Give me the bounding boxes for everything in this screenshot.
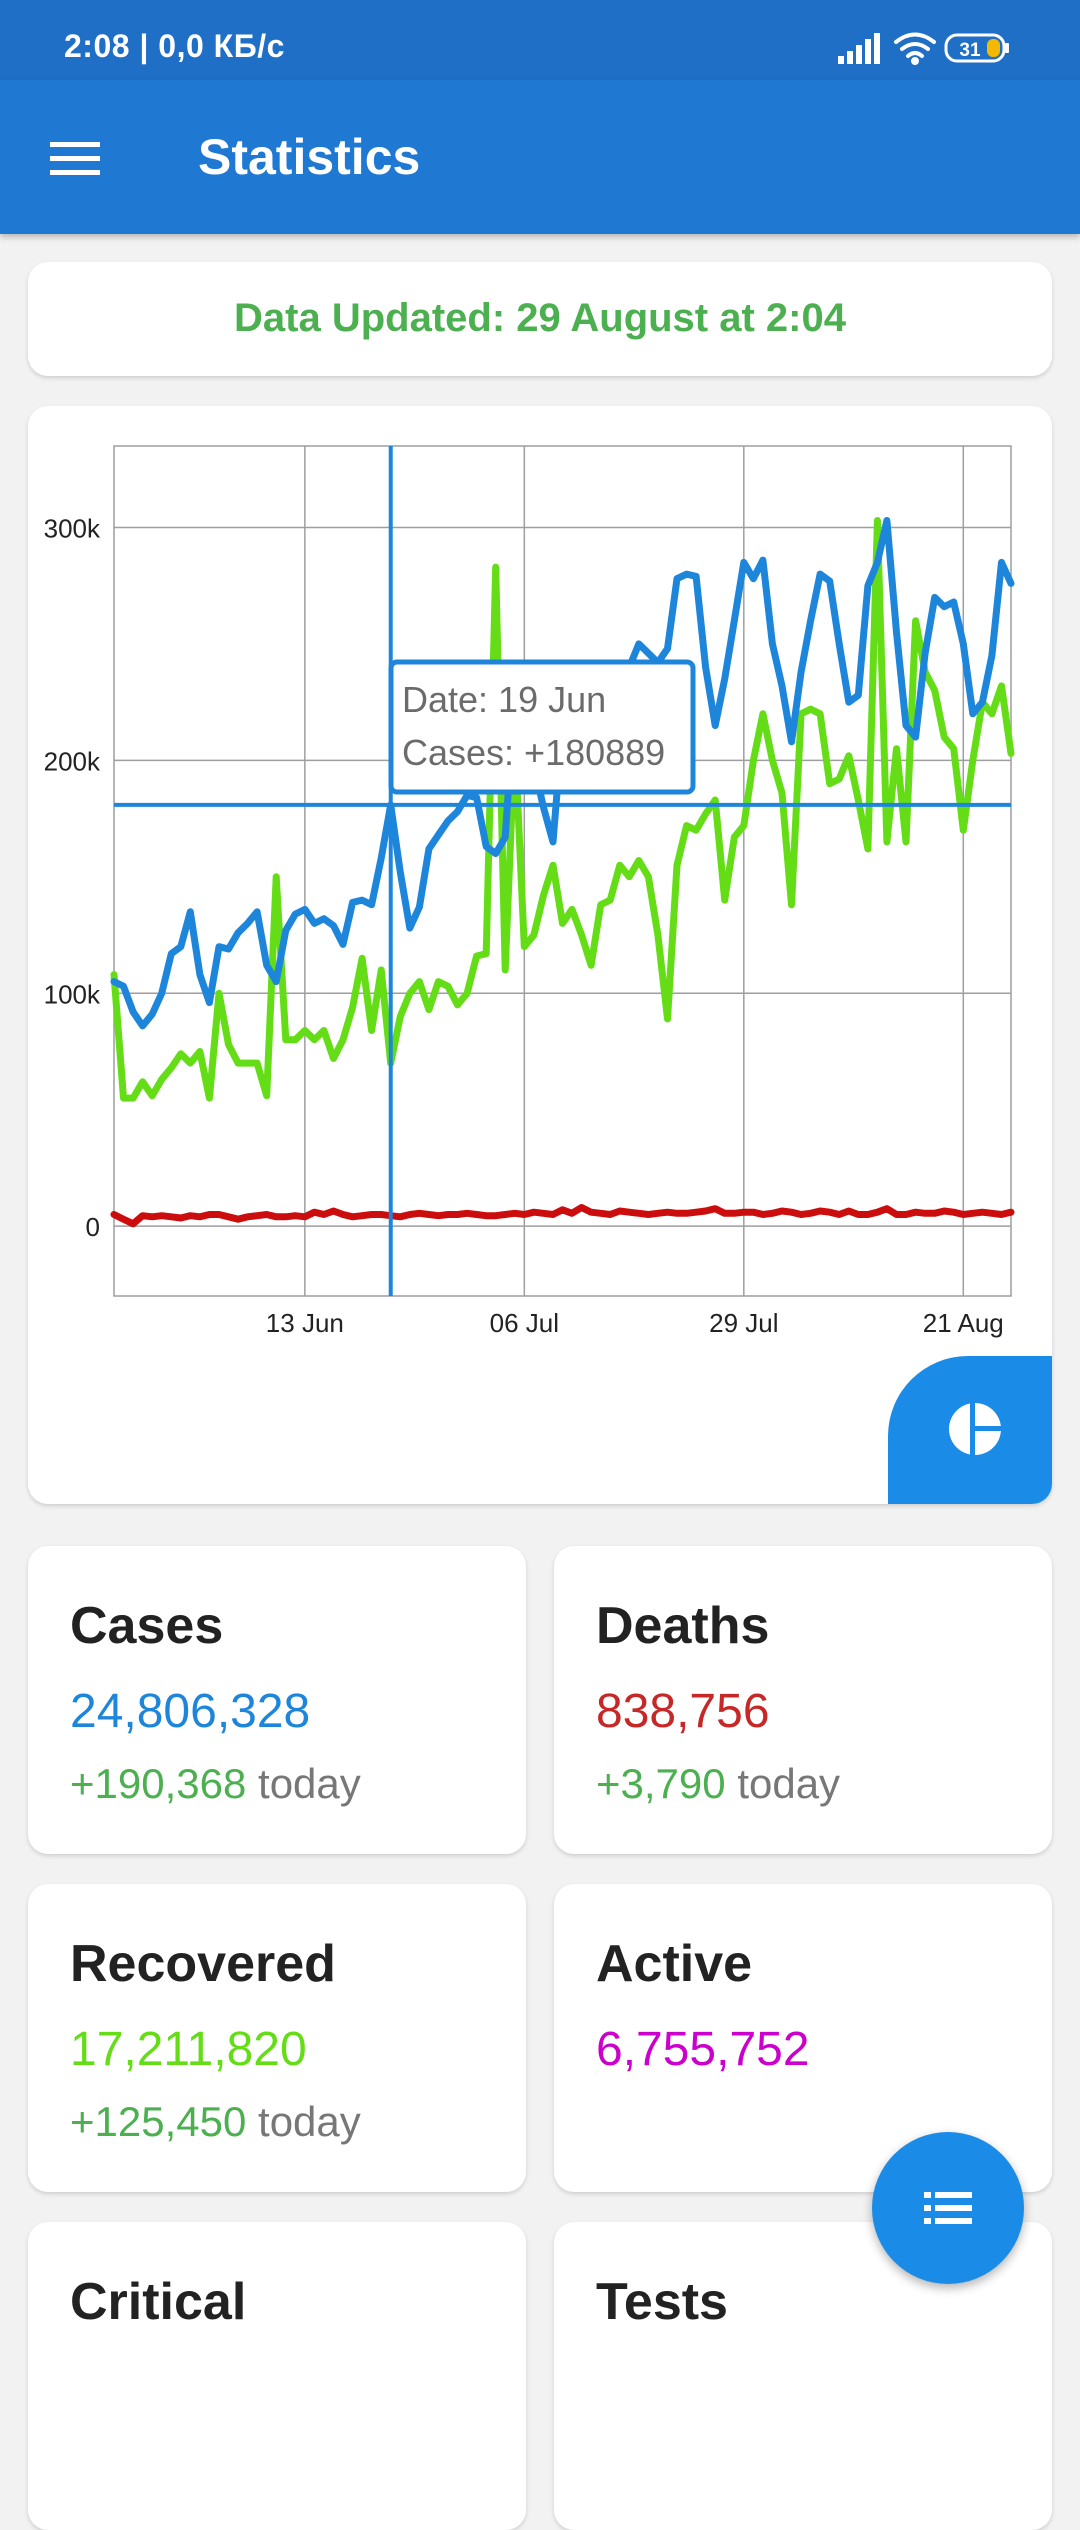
signal-icon (838, 33, 880, 64)
status-icons: 31 (836, 30, 1016, 64)
recovered-today: +125,450 today (70, 2098, 361, 2146)
tests-title: Tests (596, 2272, 728, 2332)
cases-title: Cases (70, 1596, 223, 1656)
recovered-value: 17,211,820 (70, 2022, 307, 2077)
cases-today-suffix: today (258, 1760, 361, 1807)
chart-series (114, 521, 1011, 1224)
menu-icon (44, 130, 108, 186)
chart-tooltip: Date: 19 Jun Cases: +180889 (391, 662, 693, 792)
cases-card[interactable]: Cases 24,806,328 +190,368 today (28, 1546, 526, 1854)
x-tick-label: 29 Jul (709, 1308, 778, 1338)
y-tick-label: 200k (44, 746, 101, 776)
deaths-title: Deaths (596, 1596, 769, 1656)
y-axis-labels: 0 100k 200k 300k (44, 514, 101, 1243)
y-tick-label: 100k (44, 979, 101, 1009)
page-title: Statistics (198, 128, 420, 186)
deaths-today: +3,790 today (596, 1760, 840, 1808)
active-title: Active (596, 1934, 752, 1994)
x-tick-label: 21 Aug (923, 1308, 1004, 1338)
line-chart[interactable]: 0 100k 200k 300k 13 Jun 06 Jul 29 Jul 21 Aug D… (28, 406, 1052, 1504)
list-icon (922, 2184, 974, 2232)
chart-card: 0 100k 200k 300k 13 Jun 06 Jul 29 Jul 21 Aug D… (28, 406, 1052, 1504)
pie-chart-button[interactable] (888, 1356, 1052, 1504)
x-tick-label: 13 Jun (266, 1308, 344, 1338)
wifi-icon (896, 35, 934, 64)
status-time: 2:08 | 0,0 КБ/с (64, 28, 285, 65)
y-tick-label: 0 (86, 1212, 100, 1242)
series-line-deaths (114, 1208, 1011, 1224)
y-tick-label: 300k (44, 514, 101, 544)
cases-today: +190,368 today (70, 1760, 361, 1808)
update-text: Data Updated: 29 August at 2:04 (28, 296, 1052, 341)
battery-level: 31 (959, 40, 981, 61)
x-axis-labels: 13 Jun 06 Jul 29 Jul 21 Aug (266, 1308, 1004, 1338)
critical-title: Critical (70, 2272, 246, 2332)
cases-increase: +190,368 (70, 1760, 246, 1807)
recovered-today-suffix: today (258, 2098, 361, 2145)
deaths-increase: +3,790 (596, 1760, 726, 1807)
active-value: 6,755,752 (596, 2022, 810, 2077)
deaths-card[interactable]: Deaths 838,756 +3,790 today (554, 1546, 1052, 1854)
tooltip-date: Date: 19 Jun (402, 679, 606, 720)
deaths-value: 838,756 (596, 1684, 770, 1739)
menu-button[interactable] (44, 130, 108, 186)
recovered-card[interactable]: Recovered 17,211,820 +125,450 today (28, 1884, 526, 2192)
update-banner: Data Updated: 29 August at 2:04 (28, 262, 1052, 376)
x-tick-label: 06 Jul (490, 1308, 559, 1338)
critical-card[interactable]: Critical (28, 2222, 526, 2530)
series-line-recovered (114, 521, 1011, 1099)
status-bar: 2:08 | 0,0 КБ/с 31 (0, 0, 1080, 80)
app-bar: Statistics (0, 80, 1080, 234)
cases-value: 24,806,328 (70, 1684, 310, 1739)
battery-icon: 31 (946, 35, 1009, 61)
pie-chart-icon (946, 1400, 1004, 1458)
recovered-title: Recovered (70, 1934, 336, 1994)
recovered-increase: +125,450 (70, 2098, 246, 2145)
list-button[interactable] (872, 2132, 1024, 2284)
deaths-today-suffix: today (737, 1760, 840, 1807)
tooltip-cases: Cases: +180889 (402, 732, 665, 773)
